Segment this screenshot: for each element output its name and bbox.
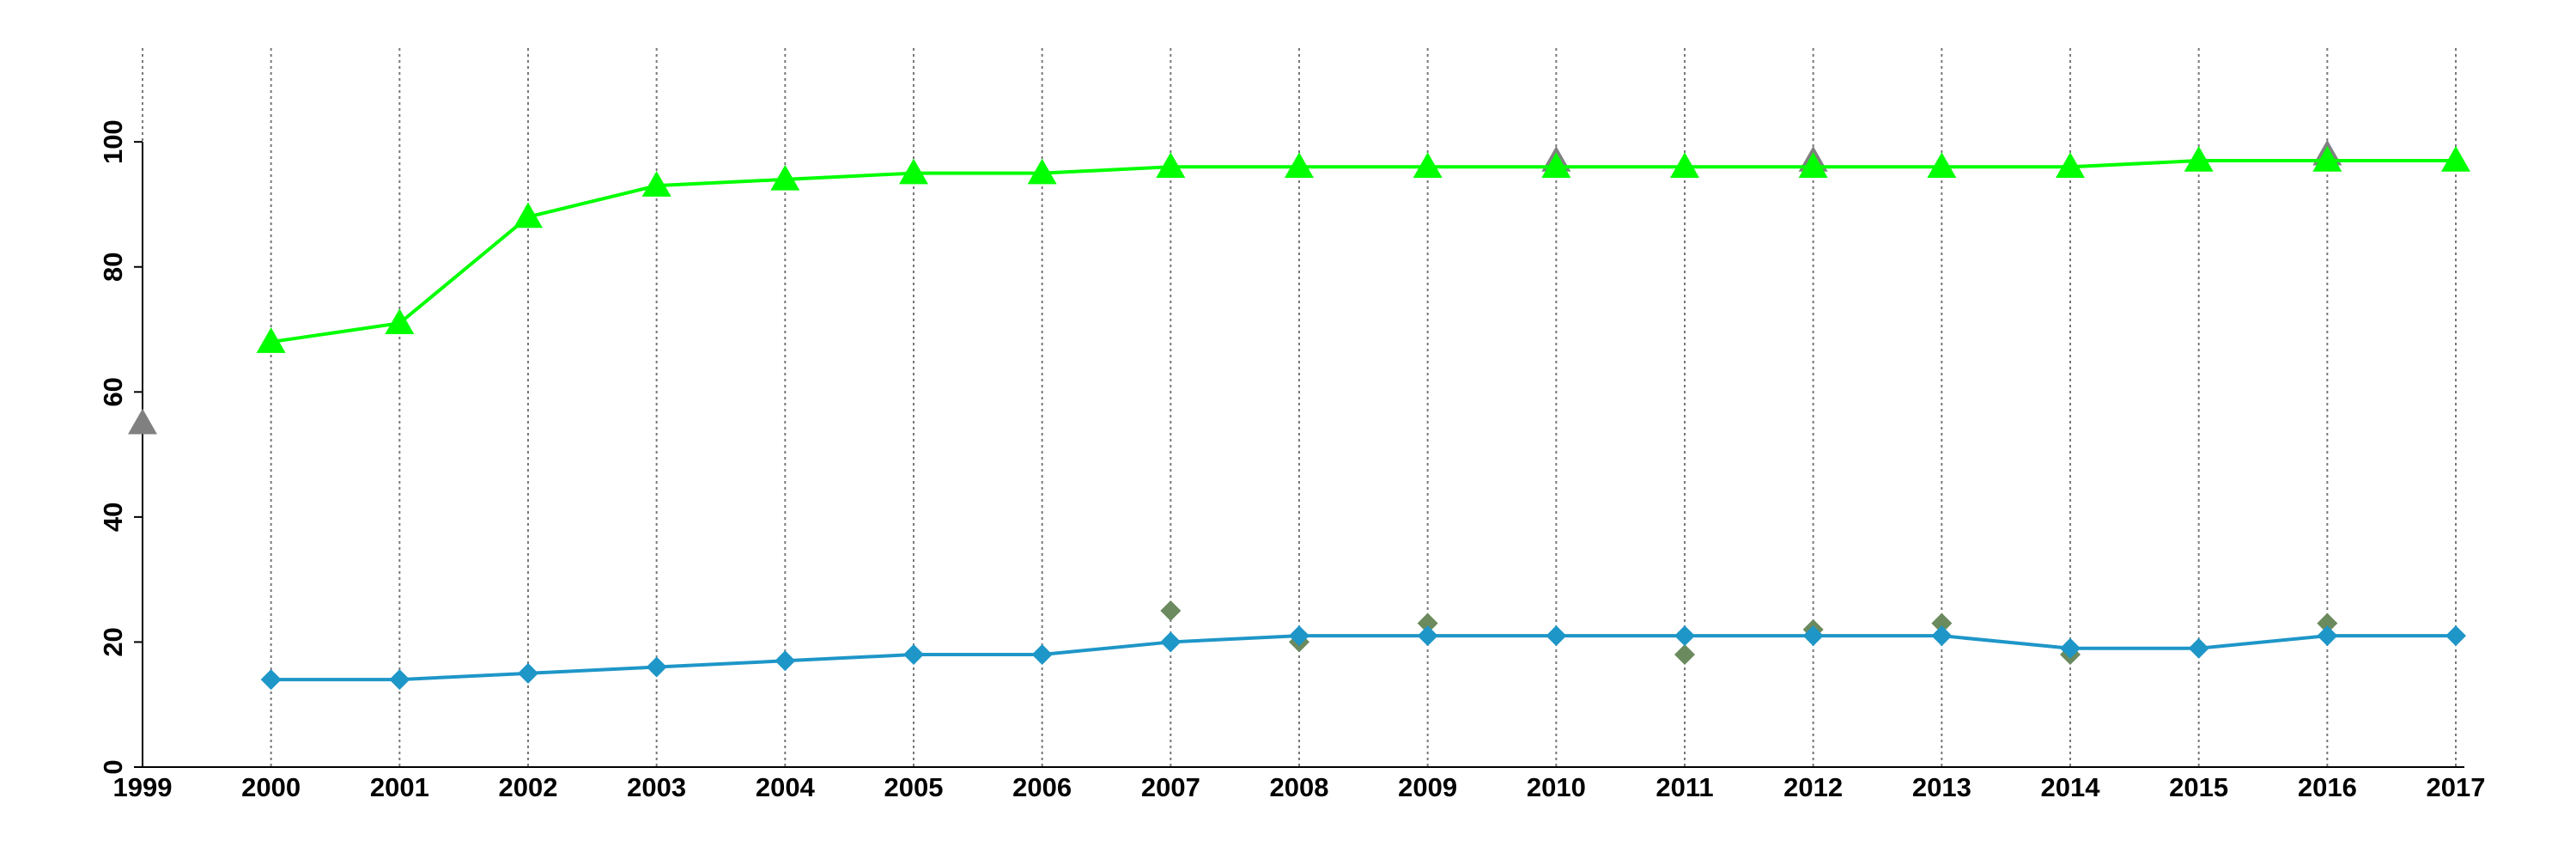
y-tick-label: 80 (98, 252, 128, 281)
x-tick-label: 2006 (1012, 772, 1072, 802)
triangle-marker (899, 158, 928, 185)
triangle-marker (256, 327, 286, 353)
triangle-marker (1670, 152, 1699, 179)
x-tick-label: 2017 (2427, 772, 2486, 802)
x-tick-label: 2012 (1783, 772, 1843, 802)
x-tick-label: 2000 (241, 772, 301, 802)
diamond-marker (1546, 625, 1567, 647)
x-tick-label: 2009 (1398, 772, 1457, 802)
triangle-marker (1027, 158, 1057, 185)
triangle-marker (1285, 152, 1314, 179)
triangle-marker (770, 164, 800, 191)
x-tick-label: 2007 (1141, 772, 1200, 802)
y-tick-label: 0 (98, 759, 128, 774)
triangle-marker (513, 202, 543, 228)
diamond-marker (1674, 625, 1695, 647)
diamond-marker (2317, 625, 2338, 647)
y-tick-label: 100 (98, 119, 128, 164)
diamond-marker (1931, 612, 1953, 634)
triangle-marker (2056, 152, 2085, 179)
triangle-marker (1156, 152, 1186, 179)
x-tick-label: 2011 (1656, 772, 1713, 802)
diamond-marker (1417, 612, 1438, 634)
x-tick-label: 2016 (2298, 772, 2357, 802)
x-tick-label: 2010 (1527, 772, 1586, 802)
triangle-marker (1927, 152, 1957, 179)
y-tick-label: 20 (98, 627, 128, 656)
series-line (270, 634, 2456, 682)
diamond-marker (1931, 625, 1953, 647)
diamond-marker (2188, 637, 2209, 659)
x-tick-label: 2002 (499, 772, 558, 802)
diamond-marker (1160, 631, 1182, 653)
diamond-marker (1031, 643, 1053, 665)
diamond-marker (389, 669, 410, 691)
diamond-marker (1417, 625, 1438, 647)
diamond-marker (260, 669, 282, 691)
diamond-marker (646, 656, 667, 678)
triangle-marker (1413, 152, 1443, 179)
x-tick-label: 2008 (1270, 772, 1329, 802)
triangle-marker (2184, 146, 2214, 172)
diamond-marker (1160, 600, 1182, 622)
diamond-marker (2317, 612, 2338, 634)
x-tick-label: 2005 (884, 772, 944, 802)
x-tick-label: 2003 (627, 772, 686, 802)
diamond-marker (518, 662, 538, 684)
triangle-marker (128, 408, 157, 435)
diamond-marker (2445, 625, 2466, 647)
diamond-marker (1802, 625, 1824, 647)
diamond-marker (2060, 637, 2081, 659)
x-tick-label: 2001 (370, 772, 429, 802)
y-tick-label: 40 (98, 503, 128, 532)
x-tick-label: 2014 (2041, 772, 2101, 802)
diamond-marker (1674, 643, 1695, 665)
triangle-marker (2441, 146, 2470, 172)
series-line (270, 159, 2456, 344)
diamond-marker (1289, 625, 1309, 647)
triangle-marker (641, 171, 671, 197)
y-tick-label: 60 (98, 377, 128, 406)
x-tick-label: 2013 (1912, 772, 1971, 802)
x-tick-label: 2004 (756, 772, 816, 802)
diamond-marker (903, 643, 924, 665)
triangle-marker (1541, 152, 1571, 179)
x-tick-label: 1999 (113, 772, 173, 802)
triangle-marker (1798, 152, 1828, 179)
triangle-marker (385, 308, 415, 334)
diamond-marker (775, 650, 796, 672)
x-tick-label: 2015 (2169, 772, 2228, 802)
triangle-marker (2312, 146, 2342, 172)
